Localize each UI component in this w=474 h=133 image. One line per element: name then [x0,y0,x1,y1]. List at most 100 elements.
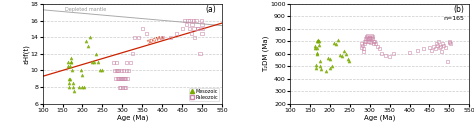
Point [426,47,433,49]
Point [66,65,73,67]
Point [69,82,77,84]
Point [364,34,372,36]
Point [92,53,100,55]
Point [376,48,383,50]
Point [363,35,370,38]
Point [439,44,447,46]
Point [362,38,370,40]
Text: 500Ma: 500Ma [146,34,165,45]
Point [123,78,131,80]
Point [363,37,370,39]
Y-axis label: εHf(t): εHf(t) [23,44,29,64]
Point [196,53,204,55]
Point [190,20,197,22]
Point [65,86,73,88]
Point [118,78,125,80]
Point [313,52,320,54]
Point [190,28,198,30]
Point [198,32,206,34]
Point [193,28,201,30]
Point [313,40,321,42]
Point [85,45,92,47]
Point [79,86,86,88]
Point [91,61,98,63]
Point [98,69,105,72]
Point [118,69,126,72]
Point [77,69,84,72]
Point [313,47,321,49]
Point [180,20,188,22]
Text: (a): (a) [206,5,217,14]
Point [311,45,319,47]
Point [122,86,129,88]
Point [314,40,322,42]
Point [67,61,74,63]
Point [314,39,322,41]
Point [326,66,334,69]
Point [428,49,435,51]
Point [315,44,322,46]
Point [438,50,445,52]
Point [442,47,449,49]
Point [184,20,192,22]
Point [436,47,443,49]
Point [437,45,444,47]
Point [69,86,76,88]
Point [345,60,353,62]
Point [433,43,440,45]
Text: (b): (b) [453,5,464,14]
Point [360,48,367,50]
Point [365,40,373,42]
Point [198,24,206,26]
Point [390,53,397,55]
Point [115,69,122,72]
Point [185,28,193,30]
Point [110,61,118,63]
Point [360,50,367,52]
X-axis label: Age (Ma): Age (Ma) [117,114,148,121]
Point [194,28,202,30]
Point [378,53,385,55]
Point [369,38,377,40]
Point [372,43,380,45]
Point [120,78,128,80]
Point [122,78,129,80]
Point [79,74,86,76]
X-axis label: Age (Ma): Age (Ma) [364,114,395,121]
Point [112,69,120,72]
Point [125,69,132,72]
Point [311,47,319,49]
Point [111,78,119,80]
Point [342,53,349,55]
Point [386,55,393,57]
Point [446,42,453,44]
Point [114,78,121,80]
Point [332,43,339,45]
Point [68,69,75,72]
Point [120,69,128,72]
Legend: Mesozoic, Paleozoic: Mesozoic, Paleozoic [189,88,219,101]
Point [316,65,324,67]
Point [118,86,126,88]
Point [322,70,329,72]
Point [432,48,439,50]
Point [447,43,454,45]
Point [435,40,442,42]
Point [366,37,374,39]
Point [328,65,336,67]
Point [115,78,122,80]
Point [89,61,96,63]
Point [178,28,186,30]
Point [110,69,118,72]
Point [336,54,344,56]
Point [117,86,124,88]
Point [334,39,342,41]
Point [365,38,373,40]
Point [419,48,427,50]
Point [366,40,374,42]
Text: n=165: n=165 [443,16,464,21]
Point [361,40,369,42]
Point [367,42,374,44]
Point [317,68,325,70]
Point [446,40,453,42]
